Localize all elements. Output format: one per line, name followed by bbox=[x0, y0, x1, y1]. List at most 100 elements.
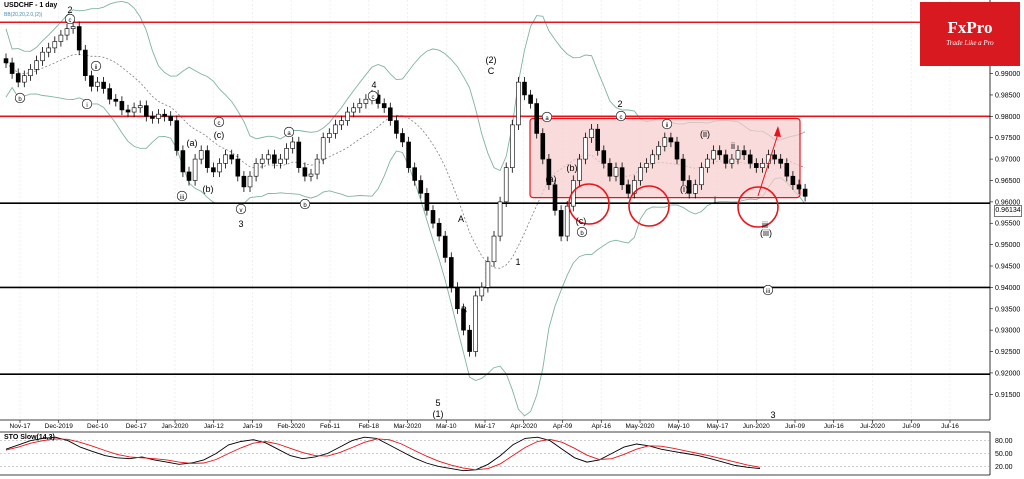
candle-body bbox=[253, 163, 259, 177]
wave-label: c bbox=[218, 121, 221, 127]
candle-body bbox=[168, 116, 173, 121]
wave-label-circle bbox=[661, 118, 673, 130]
candle-body bbox=[448, 257, 454, 288]
price-tick-label: 0.98000 bbox=[995, 114, 1020, 121]
candle-body bbox=[58, 34, 64, 42]
price-tick-label: 0.94500 bbox=[995, 264, 1020, 271]
candle-body bbox=[784, 163, 790, 177]
candle-body bbox=[540, 133, 546, 160]
candle-body bbox=[339, 120, 344, 126]
candle-body bbox=[278, 158, 283, 164]
candle-body bbox=[802, 188, 808, 197]
time-tick-label: Apr-09 bbox=[553, 423, 573, 430]
candle-body bbox=[28, 68, 33, 77]
candle-body bbox=[308, 173, 314, 177]
candle-body bbox=[290, 141, 296, 149]
wave-label-circle bbox=[367, 90, 379, 102]
candle-body bbox=[351, 107, 357, 113]
candle-body bbox=[509, 124, 515, 168]
time-axis: Nov-17 Dec-2019 Dec-10 Dec-17 Jan-2020 Jan-12… bbox=[0, 419, 990, 430]
wave-label: (b) bbox=[203, 184, 214, 194]
time-tick-label: Jun-09 bbox=[785, 423, 805, 430]
candle-body bbox=[83, 49, 88, 77]
price-tick-label: 0.93000 bbox=[995, 328, 1020, 335]
candle-body bbox=[229, 154, 234, 160]
price-tick-label: 0.91500 bbox=[995, 392, 1020, 399]
candle-body bbox=[546, 158, 552, 186]
candle-body bbox=[497, 201, 503, 237]
arrow-head bbox=[774, 126, 781, 137]
time-tick-label: Apr-2020 bbox=[510, 423, 537, 430]
wave-label: c bbox=[620, 115, 623, 121]
candle-body bbox=[619, 167, 625, 186]
candle-body bbox=[235, 158, 241, 177]
highlight-circles bbox=[568, 183, 779, 228]
candle-body bbox=[320, 137, 326, 160]
candle-body bbox=[711, 150, 716, 160]
time-tick-label: Dec-2019 bbox=[45, 423, 74, 430]
candle-body bbox=[760, 163, 765, 168]
candle-body bbox=[76, 26, 82, 51]
wave-label-circle bbox=[576, 226, 588, 238]
candle-body bbox=[265, 154, 271, 160]
time-tick-label: Jul-16 bbox=[941, 423, 959, 430]
candle-body bbox=[345, 111, 350, 121]
candle-body bbox=[686, 180, 692, 194]
wave-label: c bbox=[372, 95, 375, 101]
wave-label: C bbox=[488, 66, 495, 76]
candle-body bbox=[89, 75, 94, 87]
price-tick-label: 0.97500 bbox=[995, 135, 1020, 142]
wave-label-circle bbox=[283, 126, 295, 138]
wave-label: b bbox=[18, 97, 22, 103]
highlight-circle bbox=[628, 185, 670, 227]
sto-tick-label: 50.00 bbox=[995, 451, 1013, 458]
price-tick-label: 0.92000 bbox=[995, 370, 1020, 377]
candle-body bbox=[644, 163, 649, 168]
candle-body bbox=[412, 167, 418, 181]
candle-body bbox=[284, 148, 289, 160]
time-tick-label: Jul-09 bbox=[902, 423, 920, 430]
time-tick-label: Dec-10 bbox=[87, 423, 108, 430]
wave-label: (1) bbox=[433, 409, 444, 419]
candle-body bbox=[778, 158, 784, 164]
candle-body bbox=[442, 235, 448, 258]
candlesticks bbox=[3, 21, 808, 357]
candle-body bbox=[302, 167, 308, 177]
candle-body bbox=[113, 98, 119, 102]
price-tick-label: 0.93500 bbox=[995, 306, 1020, 313]
candle-body bbox=[131, 107, 137, 113]
wave-label-circle bbox=[235, 203, 247, 215]
logo-name: FxPro bbox=[947, 18, 993, 37]
candle-body bbox=[436, 222, 442, 237]
candle-body bbox=[473, 295, 479, 352]
sto-main-line bbox=[5, 436, 761, 472]
wave-label: B bbox=[461, 305, 467, 315]
time-tick-label: Dec-17 bbox=[126, 423, 147, 430]
time-tick-label: May-2020 bbox=[626, 423, 655, 430]
wave-label-circle bbox=[14, 92, 26, 104]
time-tick-label: Jul-2020 bbox=[860, 423, 885, 430]
candle-body bbox=[400, 133, 405, 143]
wave-label: (a) bbox=[546, 174, 557, 184]
candle-body bbox=[180, 150, 186, 173]
time-tick-label: Apr-16 bbox=[591, 423, 611, 430]
candle-body bbox=[137, 105, 143, 109]
candle-body bbox=[674, 141, 680, 160]
wave-label-circle bbox=[64, 13, 76, 25]
candle-body bbox=[741, 150, 747, 156]
price-tick-label: 0.94000 bbox=[995, 285, 1020, 292]
wave-label-circle bbox=[541, 111, 553, 123]
price-tick-label: 0.96000 bbox=[995, 199, 1020, 206]
candle-body bbox=[656, 145, 662, 156]
candle-body bbox=[680, 158, 686, 181]
wave-label: v bbox=[240, 208, 243, 214]
candle-body bbox=[723, 154, 729, 164]
candle-body bbox=[314, 158, 320, 175]
fxpro-logo: FxPro Trade Like a Pro bbox=[920, 2, 1020, 66]
candle-body bbox=[247, 175, 253, 188]
candle-body bbox=[272, 154, 277, 164]
wave-label: a bbox=[287, 131, 291, 137]
candle-body bbox=[333, 124, 338, 134]
